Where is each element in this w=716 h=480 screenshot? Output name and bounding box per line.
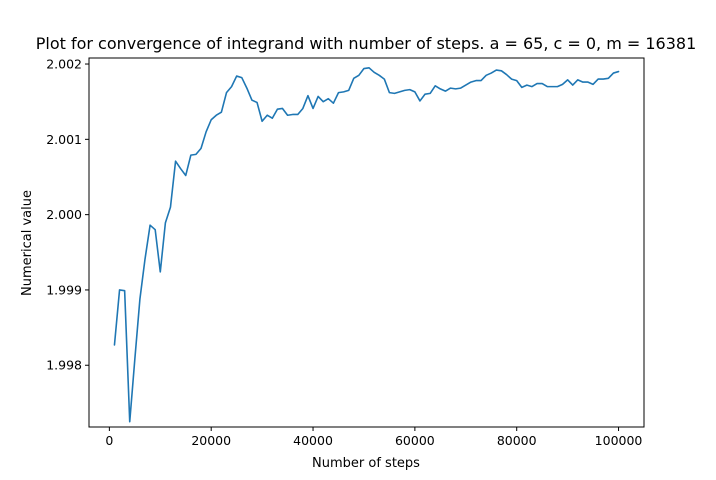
y-tick-label: 1.998 bbox=[46, 358, 82, 373]
axis-ticks: 0 20000 40000 60000 80000 100000 1.998 1.999 2.0… bbox=[46, 57, 642, 448]
x-tick-label: 0 bbox=[105, 433, 113, 448]
y-tick-label: 2.000 bbox=[46, 207, 82, 222]
y-tick-label: 1.999 bbox=[46, 282, 82, 297]
x-tick-label: 60000 bbox=[395, 433, 435, 448]
x-tick-label: 80000 bbox=[497, 433, 537, 448]
plot-area bbox=[113, 66, 620, 423]
x-axis-label: Number of steps bbox=[312, 456, 420, 471]
y-tick-label: 2.001 bbox=[46, 132, 82, 147]
axes-frame bbox=[88, 57, 645, 428]
x-tick-label: 100000 bbox=[595, 433, 643, 448]
chart-title: Plot for convergence of integrand with n… bbox=[36, 34, 697, 53]
x-tick-label: 20000 bbox=[191, 433, 231, 448]
y-tick-label: 2.002 bbox=[46, 57, 82, 72]
series-line bbox=[113, 66, 620, 423]
y-axis-label: Numerical value bbox=[20, 190, 35, 296]
x-tick-label: 40000 bbox=[293, 433, 333, 448]
